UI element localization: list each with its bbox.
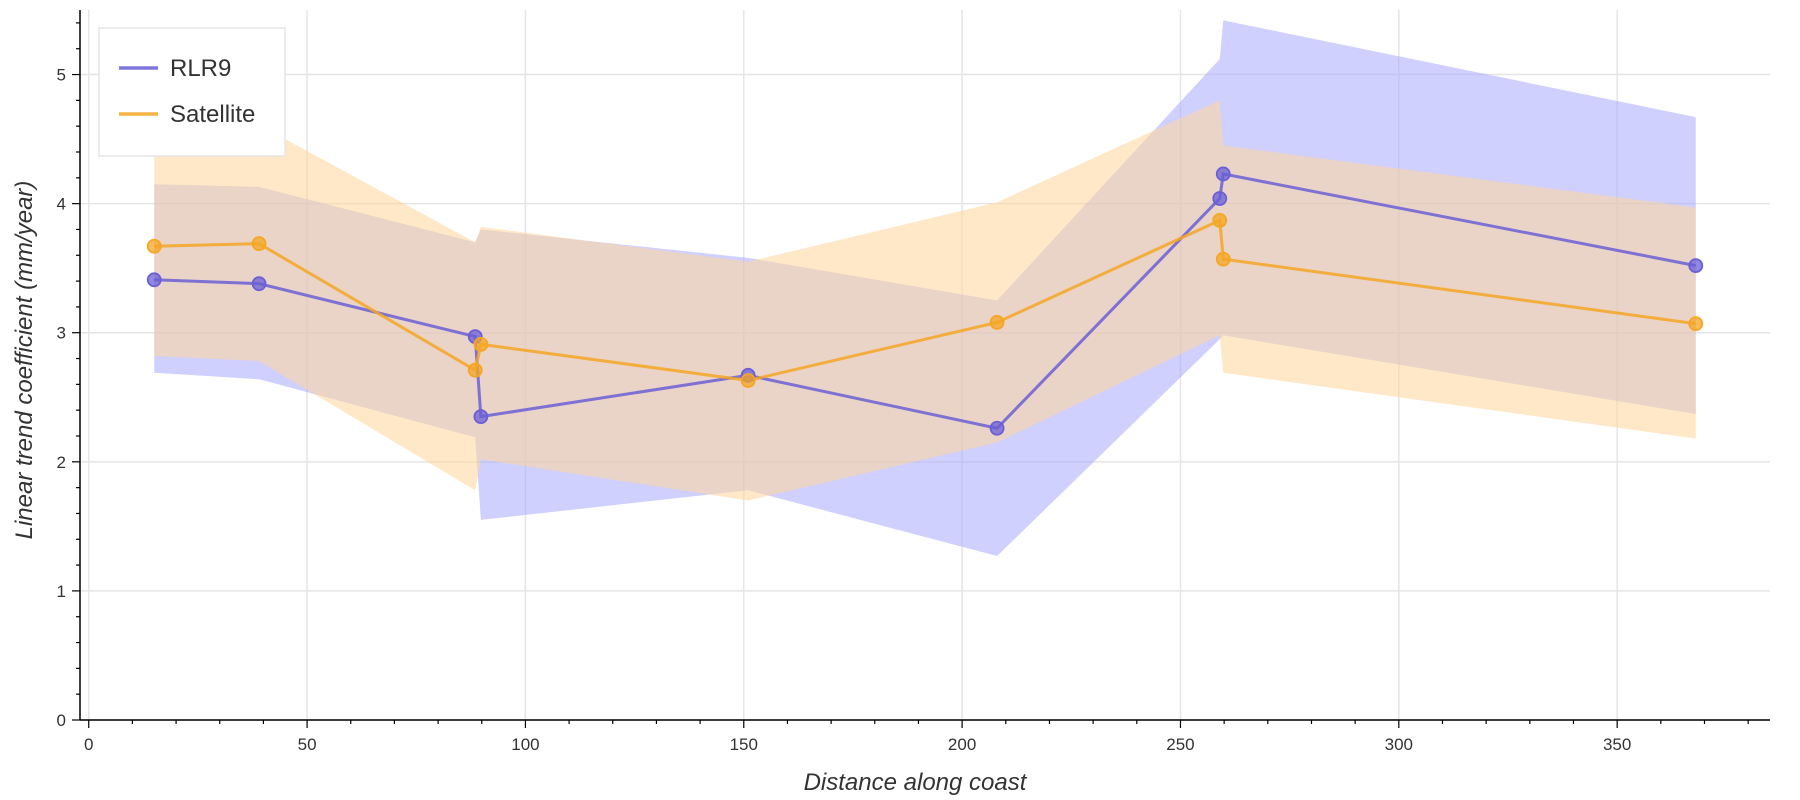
confidence-band bbox=[154, 100, 1696, 501]
data-point bbox=[473, 409, 489, 425]
data-point bbox=[467, 362, 483, 378]
y-tick-label: 0 bbox=[57, 711, 66, 730]
data-point bbox=[1688, 258, 1704, 274]
data-point bbox=[1215, 166, 1231, 182]
y-axis-label: Linear trend coefficient (mm/year) bbox=[11, 181, 38, 540]
x-tick-label: 200 bbox=[948, 735, 976, 754]
legend-label: Satellite bbox=[170, 101, 255, 128]
data-point bbox=[146, 238, 162, 254]
data-point bbox=[1212, 213, 1228, 228]
axes: 0 50 100 150 200 250 300 350 0 1 2 3 4 5 bbox=[57, 10, 1770, 754]
y-tick-label: 4 bbox=[57, 195, 66, 214]
data-point bbox=[251, 236, 267, 252]
x-tick-label: 0 bbox=[84, 735, 93, 754]
x-tick-label: 350 bbox=[1603, 735, 1631, 754]
data-point bbox=[473, 336, 489, 352]
data-point bbox=[251, 276, 267, 292]
x-tick-label: 300 bbox=[1385, 735, 1413, 754]
data-point bbox=[989, 420, 1005, 436]
series-points bbox=[146, 166, 1704, 436]
y-tick-label: 2 bbox=[57, 453, 66, 472]
data-point bbox=[1215, 251, 1231, 267]
x-tick-label: 250 bbox=[1166, 735, 1194, 754]
x-tick-label: 100 bbox=[511, 735, 539, 754]
data-point bbox=[989, 314, 1005, 330]
data-point bbox=[1688, 316, 1704, 332]
y-tick-label: 5 bbox=[57, 66, 66, 85]
x-axis-label: Distance along coast bbox=[804, 769, 1028, 796]
legend-label: RLR9 bbox=[170, 55, 231, 82]
data-point bbox=[740, 373, 756, 388]
legend-box bbox=[98, 27, 286, 157]
data-point bbox=[1212, 191, 1228, 206]
x-tick-label: 150 bbox=[730, 735, 758, 754]
y-tick-label: 1 bbox=[57, 582, 66, 601]
x-tick-label: 50 bbox=[298, 735, 317, 754]
data-point bbox=[146, 272, 162, 288]
legend: RLR9 Satellite bbox=[98, 27, 286, 157]
y-tick-label: 3 bbox=[57, 324, 66, 343]
confidence-bands bbox=[154, 20, 1696, 557]
